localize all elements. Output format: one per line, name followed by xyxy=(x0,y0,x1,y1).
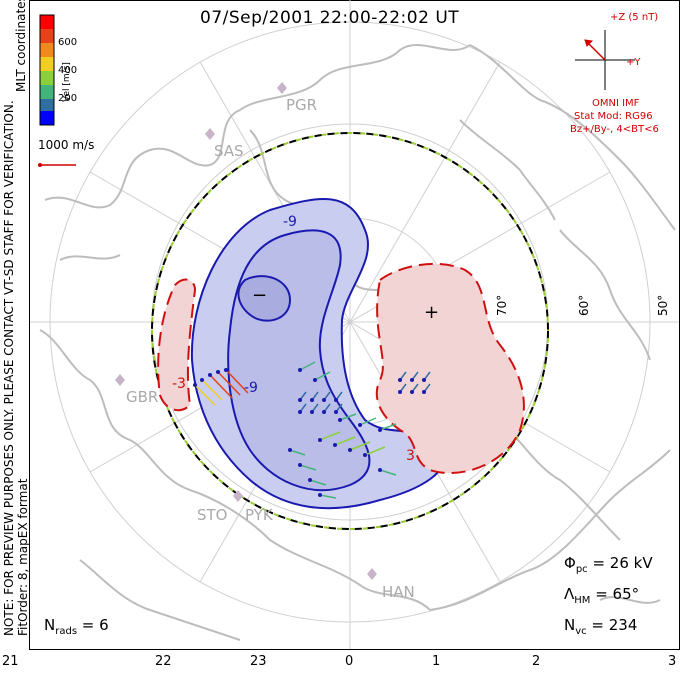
mlt-tick-0: 0 xyxy=(345,654,354,669)
stat-lambda-hm: ΛHM = 65° xyxy=(564,585,640,606)
maximum-marker: + xyxy=(424,302,439,323)
contour-label-pos: 3 xyxy=(406,448,415,464)
mlt-tick-22: 22 xyxy=(155,654,172,669)
stat-n-vc: Nvc = 234 xyxy=(564,616,638,637)
site-label-han: HAN xyxy=(382,583,415,601)
contour-label-neg3: -3 xyxy=(172,376,186,392)
imf-source: OMNI IMF xyxy=(592,98,640,109)
site-markers xyxy=(115,82,377,580)
coordinates-label: MLT coordinates xyxy=(14,0,28,92)
velocity-scale-label: 1000 m/s xyxy=(38,138,95,152)
mlt-tick-3: 3 xyxy=(668,654,677,669)
imf-z-label: +Z (5 nT) xyxy=(610,12,659,23)
contour-label-neg1: -9 xyxy=(283,214,297,230)
latitude-label-70: 70° xyxy=(495,294,509,316)
imf-stat-mod: Stat Mod: RG96 xyxy=(574,111,653,122)
site-label-gbr: GBR xyxy=(126,388,159,406)
map-title: 07/Sep/2001 22:00-22:02 UT xyxy=(200,8,460,28)
site-label-pgr: PGR xyxy=(286,96,318,114)
coastlines xyxy=(39,44,676,641)
imf-clock xyxy=(575,30,635,90)
positive-cell xyxy=(157,263,525,475)
colorbar-tick-600: 600 xyxy=(58,37,78,48)
colorbar-tick-400: 400 xyxy=(58,65,78,76)
latitude-label-60: 60° xyxy=(577,294,591,316)
latitude-label-50: 50° xyxy=(656,294,670,316)
mlt-tick-21: 21 xyxy=(2,654,19,669)
site-label-sto: STO xyxy=(197,506,228,524)
imf-condition: Bz+/By-, 4<BT<6 xyxy=(570,124,659,135)
imf-y-label: +Y xyxy=(626,57,641,68)
velocity-scale-dot xyxy=(38,163,42,167)
stat-phi-pc: Φpc = 26 kV xyxy=(564,554,653,575)
grid xyxy=(30,0,679,649)
mlt-tick-1: 1 xyxy=(432,654,441,669)
site-label-sas: SAS xyxy=(214,142,244,160)
contour-label-neg2: -9 xyxy=(244,380,258,396)
preview-note: NOTE: FOR PREVIEW PURPOSES ONLY. PLEASE … xyxy=(2,100,16,636)
mlt-tick-2: 2 xyxy=(532,654,541,669)
minimum-marker: − xyxy=(252,285,267,306)
stat-n-rads: Nrads = 6 xyxy=(44,616,109,637)
velocity-vectors xyxy=(193,361,431,499)
site-label-pyk: PYK xyxy=(245,506,273,524)
colorbar-tick-200: 200 xyxy=(58,93,78,104)
fit-order-note: FitOrder: 8, mapEX format xyxy=(16,478,30,636)
hm-boundary-green xyxy=(151,132,549,530)
colorbar xyxy=(39,14,55,126)
mlt-tick-23: 23 xyxy=(250,654,267,669)
